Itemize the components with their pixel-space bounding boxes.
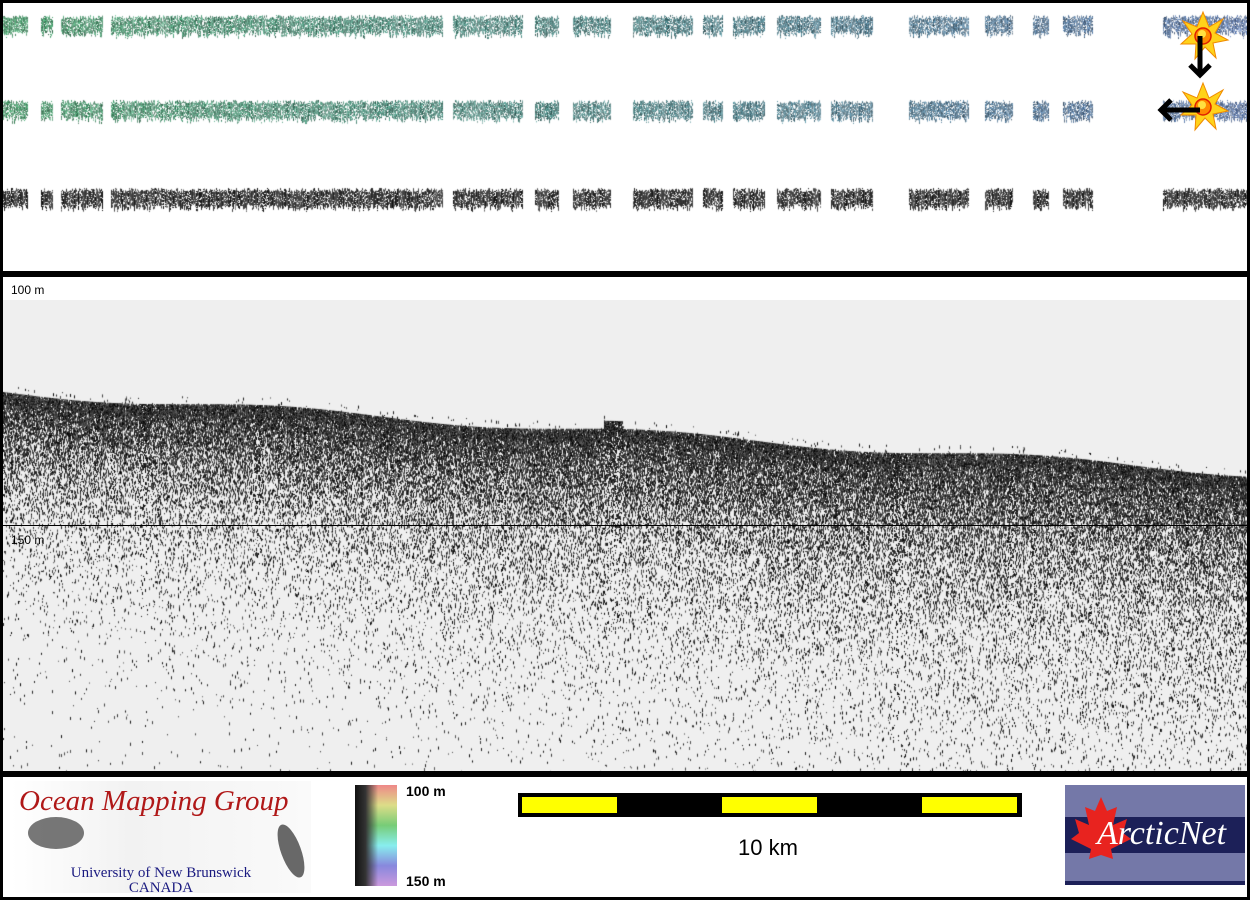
logo-country: CANADA bbox=[128, 880, 194, 896]
sun-burst-icon bbox=[1179, 81, 1230, 132]
arrow-down-icon bbox=[1188, 36, 1212, 79]
logo-university: University of New Brunswick bbox=[70, 865, 252, 881]
depth-label-mid: 150 m bbox=[11, 533, 45, 547]
water-column-echogram bbox=[3, 277, 1247, 771]
arcticnet-text: ArcticNet bbox=[1097, 815, 1227, 852]
arrow-left-icon bbox=[1157, 98, 1200, 122]
legend-panel: Ocean Mapping Group University of New Br… bbox=[3, 777, 1247, 897]
depth-colorbar bbox=[355, 785, 397, 886]
backscatter-strips-panel bbox=[3, 3, 1247, 271]
colorbar-top-label: 100 m bbox=[406, 783, 446, 799]
scale-bar-label: 10 km bbox=[738, 835, 798, 860]
depth-gridline bbox=[3, 525, 1247, 526]
scale-segment bbox=[922, 797, 1017, 813]
echogram-panel: 100 m 150 m bbox=[3, 277, 1247, 771]
maple-leaf-icon bbox=[1071, 797, 1131, 859]
colorbar-bottom-label: 150 m bbox=[406, 873, 446, 889]
sun-burst-icon bbox=[1179, 10, 1230, 61]
scale-segment bbox=[522, 797, 617, 813]
depth-label-top: 100 m bbox=[11, 283, 45, 297]
backscatter-strips bbox=[3, 3, 1247, 271]
logo-title: Ocean Mapping Group bbox=[19, 785, 289, 817]
scale-segment bbox=[722, 797, 817, 813]
scale-bar bbox=[518, 793, 1022, 817]
sonar-fish-icon bbox=[28, 817, 305, 878]
arcticnet-logo: ArcticNet bbox=[1065, 785, 1245, 885]
ocean-mapping-group-logo: Ocean Mapping Group University of New Br… bbox=[11, 781, 311, 896]
track-markers bbox=[1157, 10, 1230, 132]
